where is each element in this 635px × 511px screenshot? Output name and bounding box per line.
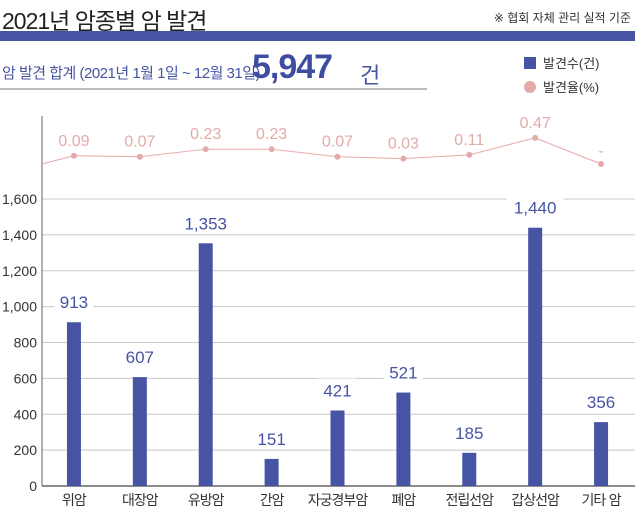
bar-value-label: 1,440 (514, 199, 557, 218)
legend-item-count: 발견수(건) (524, 53, 600, 72)
summary-label: 암 발견 합계 (2021년 1월 1일 ~ 12월 31일) (2, 65, 261, 82)
bar-value-label: 185 (455, 424, 483, 443)
rate-point (136, 153, 143, 160)
x-tick-label: 자궁경부암 (308, 493, 369, 509)
legend-square-icon (524, 56, 536, 69)
x-tick-label: 전립선암 (446, 493, 495, 509)
x-tick-label: 간암 (260, 493, 285, 509)
bar-value-label: 521 (389, 364, 417, 383)
x-tick-label: 기타 암 (582, 493, 622, 509)
bar-label-bg (318, 378, 357, 401)
y-tick-label: 0 (29, 478, 37, 494)
rate-point (334, 153, 341, 160)
bar (594, 422, 609, 486)
bar (198, 243, 213, 486)
summary-unit: 건 (360, 63, 381, 88)
rate-value-label: 0.03 (388, 136, 419, 153)
bar (264, 458, 279, 486)
bar (396, 392, 411, 486)
bar (66, 322, 81, 486)
x-tick-label: 위암 (62, 493, 87, 509)
rate-value-label: 0.07 (322, 134, 353, 151)
summary-underline (0, 88, 427, 90)
bar (132, 377, 147, 486)
rate-line (41, 137, 602, 165)
chart-title: 2021년 암종별 암 발견 (2, 8, 207, 34)
rate-point (202, 146, 209, 153)
bar-label-bg (252, 426, 292, 449)
x-tick-label: 유방암 (188, 493, 225, 509)
x-tick-label: 갑상선암 (511, 493, 560, 509)
bar (528, 227, 543, 486)
rate-value-label: 0.23 (256, 126, 287, 143)
rate-point (400, 155, 407, 162)
source-note: ※ 협회 자체 관리 실적 기준 (493, 11, 631, 25)
legend-label: 발견수(건) (543, 56, 600, 71)
bar-label-bg (177, 211, 235, 234)
x-tick-label: 폐암 (392, 493, 417, 509)
rate-point (598, 161, 605, 167)
title-band (0, 31, 635, 41)
y-tick-label: 1,000 (2, 299, 37, 315)
bar-label-bg (506, 195, 564, 218)
rate-point (466, 151, 473, 158)
legend-label: 발견율(%) (543, 80, 600, 95)
bar-label-bg (581, 390, 621, 413)
bar-label-bg (383, 360, 423, 383)
legend-item-rate: 발견율(%) (524, 77, 599, 96)
rate-point (532, 134, 539, 141)
y-tick-label: 1,400 (2, 227, 37, 243)
legend-dot-icon (524, 80, 536, 93)
bar-value-label: 607 (126, 348, 154, 367)
rate-value-label: 0.23 (190, 126, 221, 143)
rate-value-label: 0.47 (520, 115, 551, 132)
bar-value-label: 356 (587, 393, 615, 412)
x-tick-label: 대장암 (122, 493, 159, 509)
rate-value-label: 0.11 (454, 132, 484, 149)
y-tick-label: 600 (14, 370, 38, 386)
y-tick-label: 400 (14, 406, 38, 422)
bar (462, 452, 477, 486)
y-tick-label: 1,200 (2, 263, 37, 279)
rate-value-label: 0.07 (124, 134, 155, 151)
rate-value-label: 0.09 (58, 133, 89, 150)
bar-value-label: 421 (323, 381, 351, 400)
bar-value-label: 913 (60, 293, 88, 312)
rate-point (268, 146, 275, 153)
bar-label-bg (120, 345, 160, 368)
summary-value: 5,947 (252, 48, 333, 86)
bar (330, 410, 345, 486)
y-tick-label: 200 (14, 442, 38, 458)
y-tick-label: 800 (14, 335, 38, 351)
y-tick-label: 1,600 (2, 191, 37, 207)
bar-label-bg (449, 420, 489, 443)
bar-value-label: 151 (257, 430, 285, 449)
bar-value-label: 1,353 (184, 214, 227, 233)
rate-point (70, 152, 77, 159)
rate-value-label: - (598, 143, 603, 160)
bar-label-bg (54, 290, 94, 313)
